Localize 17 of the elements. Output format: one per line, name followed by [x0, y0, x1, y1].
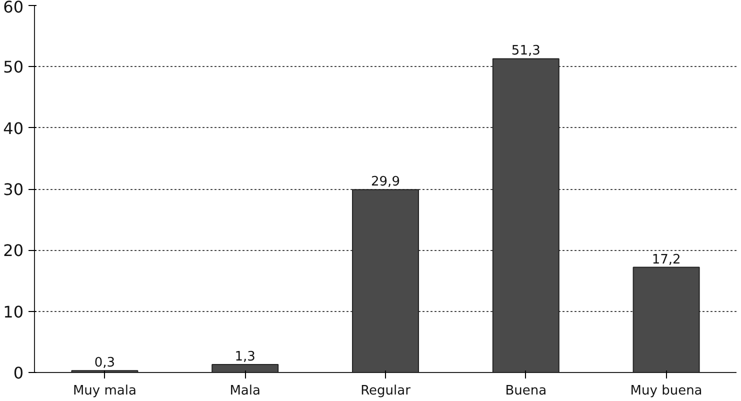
x-tick-label: Buena	[505, 384, 547, 398]
data-label: 1,3	[234, 350, 256, 365]
data-label: 0,3	[94, 356, 116, 371]
y-tick-label: 0	[13, 364, 24, 382]
x-tick-label: Regular	[360, 384, 412, 398]
y-tick-label: 20	[3, 241, 24, 260]
x-tick-label: Mala	[230, 384, 260, 398]
y-tick-label: 30	[3, 180, 24, 199]
y-tick-label: 50	[3, 58, 24, 77]
data-label: 17,2	[652, 252, 681, 268]
y-tick-label: 10	[3, 302, 24, 322]
x-tick-label: Muy mala	[72, 384, 136, 398]
data-label: 29,9	[371, 174, 400, 190]
y-tick-label: 40	[3, 118, 24, 138]
data-label: 51,3	[511, 44, 540, 59]
y-tick-label: 60	[3, 0, 24, 16]
x-tick-label: Muy buena	[630, 384, 702, 398]
